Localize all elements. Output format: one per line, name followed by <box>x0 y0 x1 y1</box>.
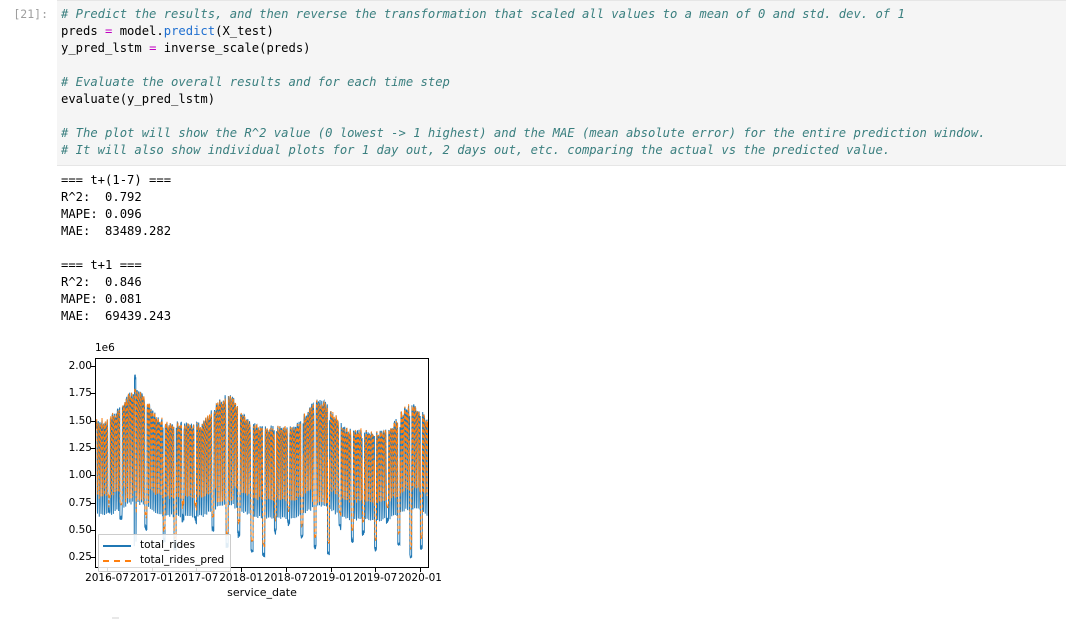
y-tick-mark <box>91 393 95 395</box>
y-tick-mark <box>91 529 95 531</box>
y-tick-label: 1.50 <box>68 414 92 427</box>
x-tick-label: 2017-07 <box>174 572 219 584</box>
y-tick-mark <box>91 420 95 422</box>
x-tick-label: 2018-07 <box>263 572 308 584</box>
x-tick-mark <box>330 568 332 572</box>
legend-label-total-rides: total_rides <box>140 539 196 551</box>
y-tick-mark <box>91 475 95 477</box>
output-text-stream: === t+(1-7) === R^2: 0.792 MAPE: 0.096 M… <box>61 173 172 323</box>
y-tick-mark <box>91 448 95 449</box>
y-tick-mark <box>91 557 95 559</box>
y-axis-offset-label: 1e6 <box>95 342 115 354</box>
y-axis-tick-labels: 0.25 0.50 0.75 1.00 1.25 1.50 1.75 2.00 <box>56 358 95 568</box>
y-tick-label: 1.25 <box>68 442 92 454</box>
cell-prompt-label: [21]: <box>13 7 48 21</box>
y-tick-label: 1.00 <box>68 469 92 482</box>
plot-axes <box>95 358 429 568</box>
y-tick-label: 0.75 <box>68 496 92 509</box>
y-tick-label: 0.25 <box>68 551 92 564</box>
legend-entry-total-rides: total_rides <box>103 538 224 553</box>
code-editor[interactable]: # Predict the results, and then reverse … <box>57 0 1066 166</box>
y-tick-label: 1.75 <box>68 387 92 400</box>
x-tick-mark <box>241 568 243 572</box>
y-tick-mark <box>91 366 95 368</box>
x-tick-mark <box>420 568 421 572</box>
y-tick-label: 2.00 <box>68 360 92 373</box>
matplotlib-figure: 1e6 0.25 0.50 0.75 1.00 1.25 1.50 1.75 2.00 tot… <box>56 338 476 618</box>
code-source[interactable]: # Predict the results, and then reverse … <box>61 7 986 157</box>
x-axis-label: service_date <box>227 586 297 599</box>
y-tick-mark <box>91 502 95 504</box>
series-canvas <box>96 359 428 567</box>
legend-entry-total-rides-pred: total_rides_pred <box>103 553 224 568</box>
x-axis-tick-labels: 2016-07 2017-01 2017-07 2018-01 2018-07 2019-… <box>85 568 442 588</box>
x-tick-label: 2017-01 <box>129 572 174 584</box>
x-tick-label: 2019-07 <box>353 572 398 584</box>
y-tick-label: 0.50 <box>68 523 92 536</box>
series-line-total-rides-pred <box>96 388 428 549</box>
plot-legend: total_rides total_rides_pred <box>98 534 232 572</box>
x-tick-label: 2018-01 <box>219 572 264 584</box>
x-tick-label: 2016-07 <box>85 572 129 584</box>
x-tick-label: 2019-01 <box>308 572 353 584</box>
legend-swatch-solid <box>103 541 131 551</box>
x-tick-label: 2020-01 <box>398 572 442 584</box>
legend-label-total-rides-pred: total_rides_pred <box>140 554 225 566</box>
x-tick-mark <box>285 568 287 572</box>
legend-swatch-dashed <box>103 556 131 566</box>
next-figure-partial <box>112 617 119 619</box>
x-tick-mark <box>375 568 377 572</box>
